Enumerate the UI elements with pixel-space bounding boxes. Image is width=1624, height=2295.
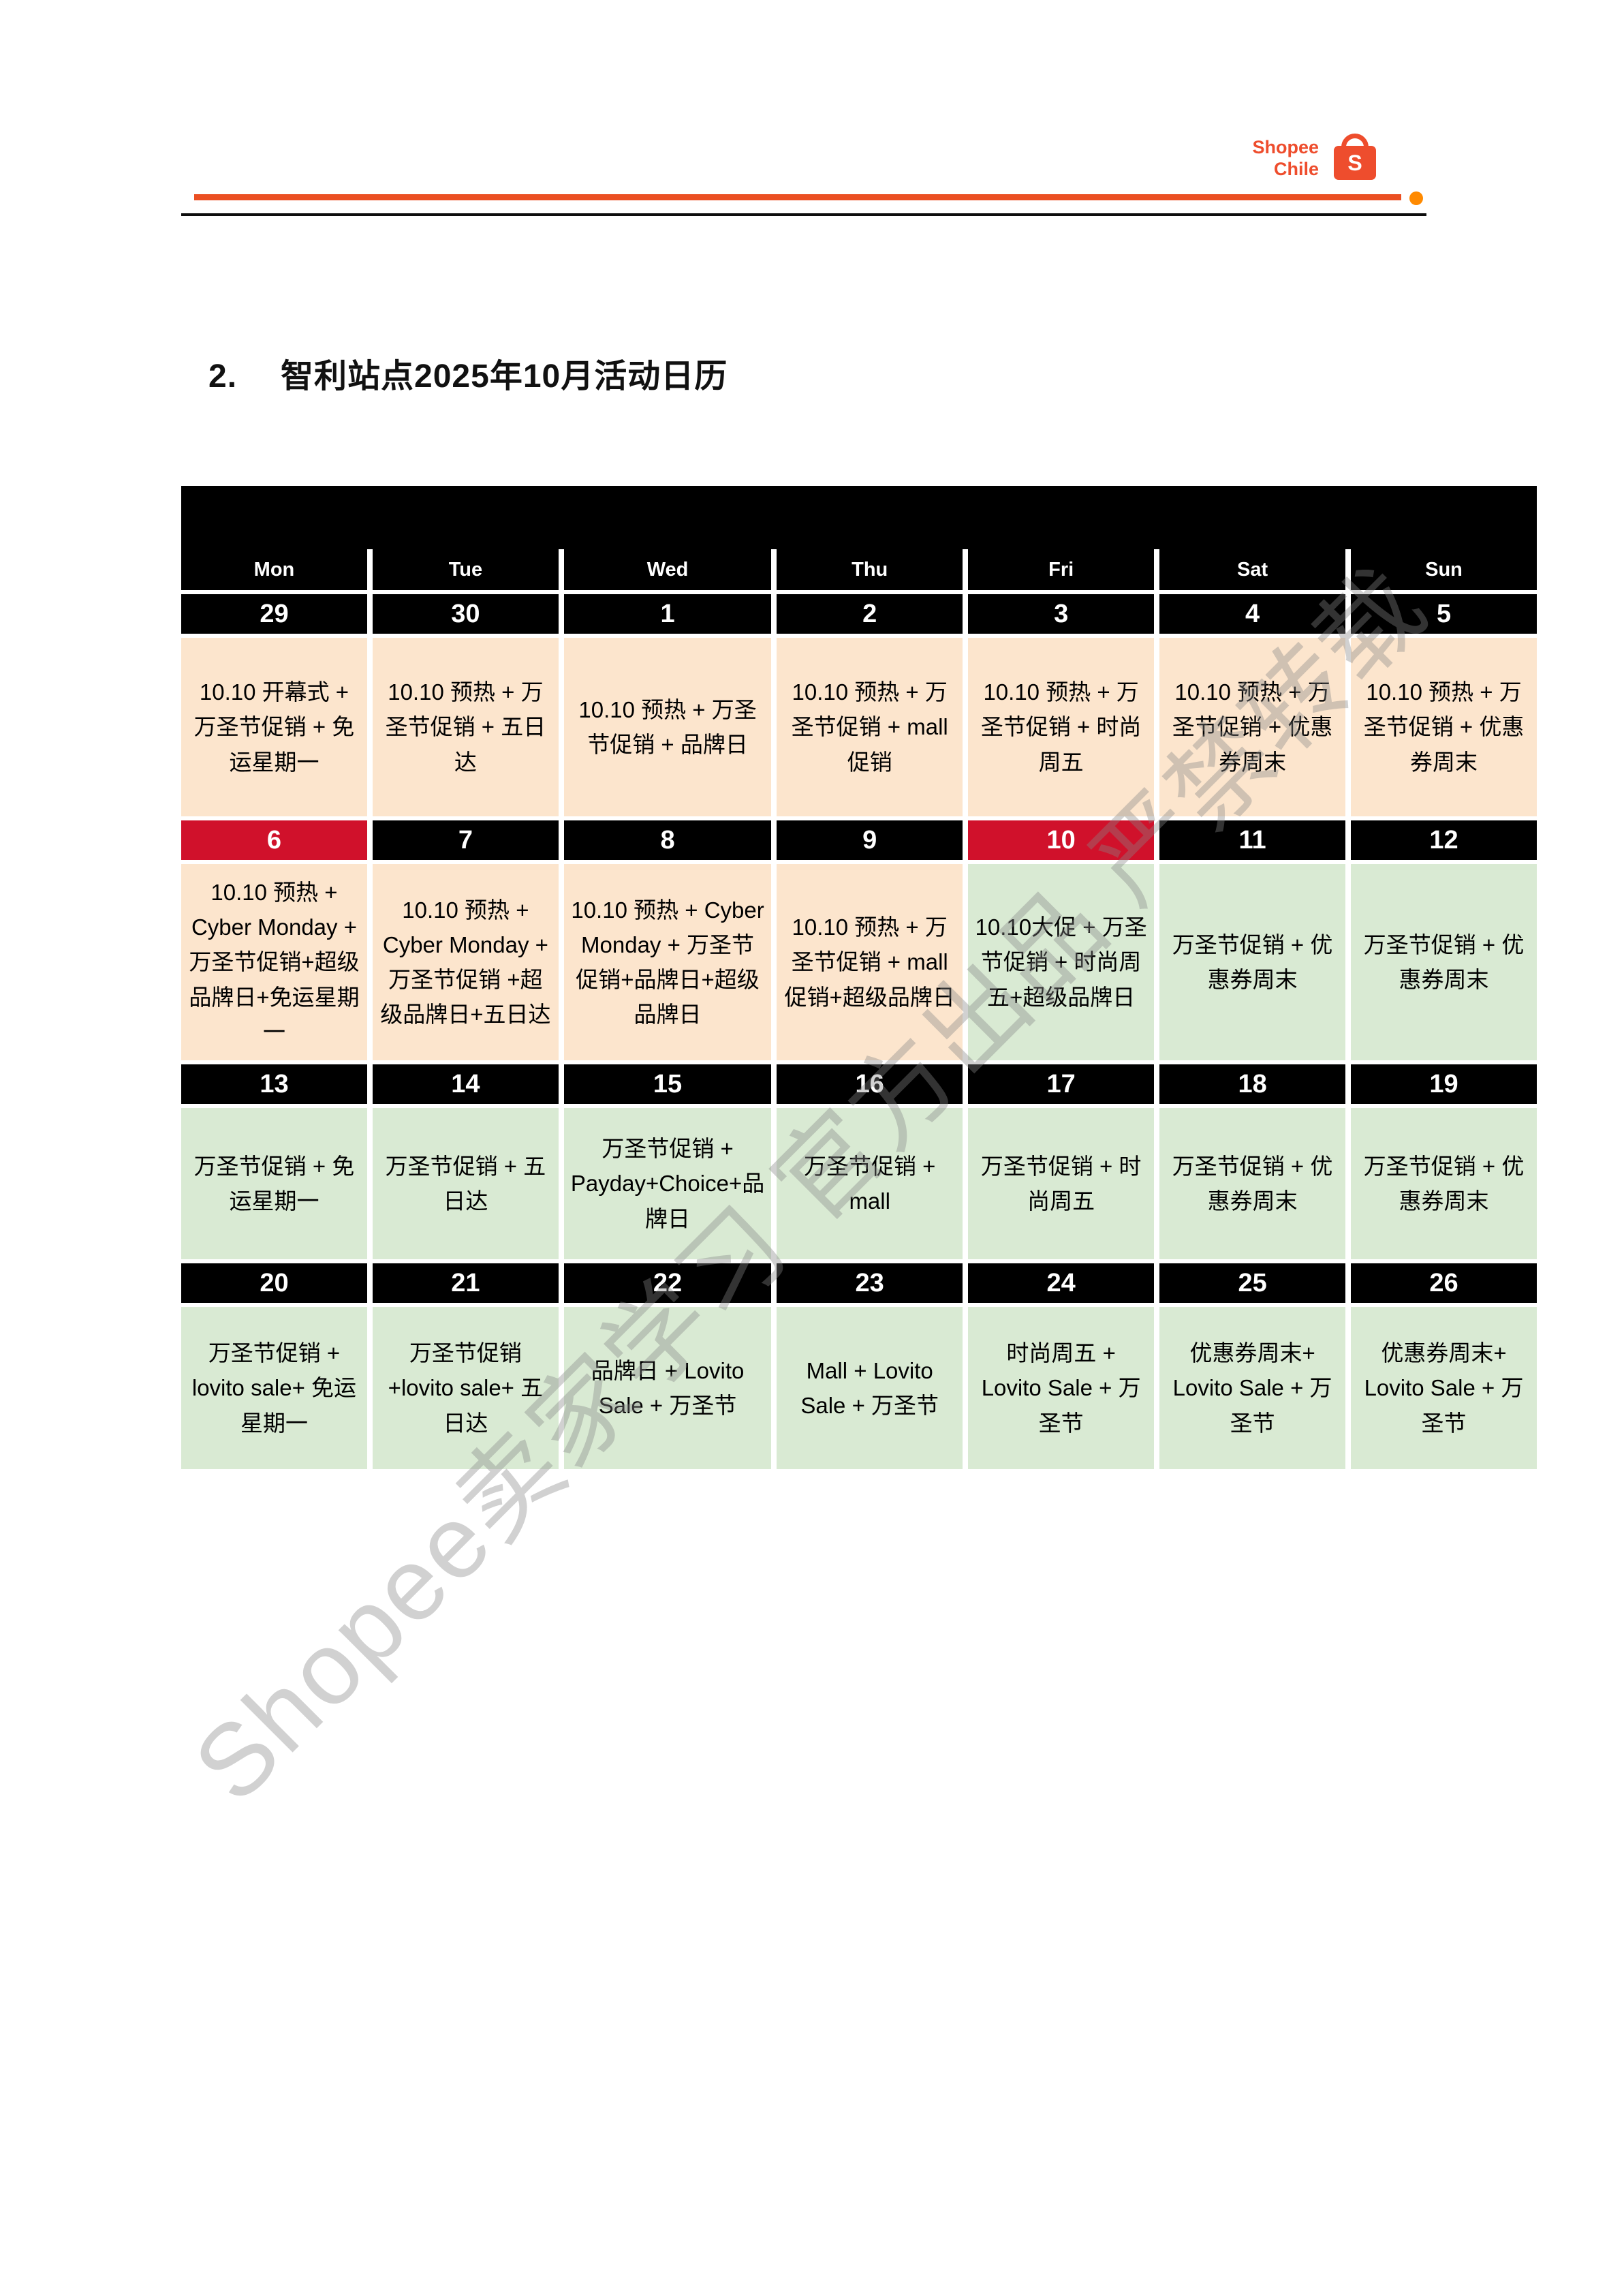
day-header-thu: Thu [777,549,963,590]
date-cell: 9 [777,820,963,860]
date-cell: 21 [372,1263,559,1303]
shopee-chile-logo: Shopee Chile S [1199,134,1376,181]
event-cell: 10.10 预热 + 万圣节促销 + 品牌日 [563,638,772,816]
orange-divider-dot [1409,191,1423,205]
event-cell: 品牌日 + Lovito Sale + 万圣节 [563,1307,772,1469]
section-title: 2. 智利站点2025年10月活动日历 [208,349,728,397]
orange-divider-line [194,194,1401,200]
event-cell: 10.10 预热 + Cyber Monday + 万圣节促销 +超级品牌日+五… [372,864,559,1060]
event-cell: 10.10 预热 + 万圣节促销 + mall促销 [777,638,963,816]
date-cell: 24 [968,1263,1155,1303]
date-cell: 18 [1159,1064,1346,1104]
date-cell: 17 [968,1064,1155,1104]
brand-line2: Chile [1273,159,1319,180]
date-cell: 20 [181,1263,367,1303]
event-cell: 万圣节促销 + 优惠券周末 [1159,864,1346,1060]
bag-letter: S [1347,150,1362,175]
date-cell: 6 [181,820,367,860]
day-header-wed: Wed [563,549,772,590]
date-cell: 11 [1159,820,1346,860]
event-cell: 万圣节促销 + lovito sale+ 免运星期一 [181,1307,367,1469]
date-cell: 23 [777,1263,963,1303]
event-cell: 万圣节促销 + 优惠券周末 [1351,864,1537,1060]
date-cell: 8 [563,820,772,860]
day-header-sat: Sat [1159,549,1346,590]
black-divider-line [181,213,1426,216]
date-cell: 25 [1159,1263,1346,1303]
date-cell: 12 [1351,820,1537,860]
event-cell: 10.10 开幕式 + 万圣节促销 + 免运星期一 [181,638,367,816]
calendar-title-band [181,486,1537,549]
event-cell: 万圣节促销 +lovito sale+ 五日达 [372,1307,559,1469]
date-cell: 13 [181,1064,367,1104]
event-cell: 10.10 预热 + Cyber Monday + 万圣节促销+超级品牌日+免运… [181,864,367,1060]
event-cell: 优惠券周末+ Lovito Sale + 万圣节 [1351,1307,1537,1469]
date-cell: 1 [563,594,772,634]
brand-line1: Shopee [1252,137,1319,157]
date-cell: 5 [1351,594,1537,634]
date-cell: 15 [563,1064,772,1104]
event-cell: 万圣节促销 + Payday+Choice+品牌日 [563,1108,772,1259]
date-cell: 10 [968,820,1155,860]
calendar-grid: Mon Tue Wed Thu Fri Sat Sun 29 30 1 2 3 … [181,549,1537,1469]
date-cell: 16 [777,1064,963,1104]
event-cell: Mall + Lovito Sale + 万圣节 [777,1307,963,1469]
date-cell: 3 [968,594,1155,634]
bag-body-icon: S [1334,146,1376,181]
shopee-bag-icon: S [1334,134,1376,181]
event-cell: 万圣节促销 + 优惠券周末 [1351,1108,1537,1259]
event-cell: 10.10 预热 + Cyber Monday + 万圣节促销+品牌日+超级品牌… [563,864,772,1060]
date-cell: 22 [563,1263,772,1303]
date-cell: 30 [372,594,559,634]
section-title-text: 智利站点2025年10月活动日历 [281,358,728,395]
date-cell: 19 [1351,1064,1537,1104]
date-cell: 26 [1351,1263,1537,1303]
event-cell: 万圣节促销 + 免运星期一 [181,1108,367,1259]
event-cell: 10.10 预热 + 万圣节促销 + 时尚周五 [968,638,1155,816]
event-cell: 10.10 预热 + 万圣节促销 + 优惠券周末 [1351,638,1537,816]
event-cell: 10.10 预热 + 万圣节促销 + 五日达 [372,638,559,816]
day-header-mon: Mon [181,549,367,590]
date-cell: 2 [777,594,963,634]
day-header-tue: Tue [372,549,559,590]
event-cell: 10.10 预热 + 万圣节促销 + mall促销+超级品牌日 [777,864,963,1060]
day-header-sun: Sun [1351,549,1537,590]
event-cell: 10.10 预热 + 万圣节促销 + 优惠券周末 [1159,638,1346,816]
event-cell: 优惠券周末+ Lovito Sale + 万圣节 [1159,1307,1346,1469]
event-cell: 万圣节促销 + 时尚周五 [968,1108,1155,1259]
date-cell: 14 [372,1064,559,1104]
activity-calendar: Mon Tue Wed Thu Fri Sat Sun 29 30 1 2 3 … [181,486,1537,1469]
brand-name: Shopee Chile [1252,136,1319,181]
day-header-fri: Fri [968,549,1155,590]
date-cell: 29 [181,594,367,634]
event-cell: 时尚周五 + Lovito Sale + 万圣节 [968,1307,1155,1469]
event-cell: 万圣节促销 + mall [777,1108,963,1259]
event-cell: 10.10大促 + 万圣节促销 + 时尚周五+超级品牌日 [968,864,1155,1060]
event-cell: 万圣节促销 + 优惠券周末 [1159,1108,1346,1259]
date-cell: 4 [1159,594,1346,634]
date-cell: 7 [372,820,559,860]
event-cell: 万圣节促销 + 五日达 [372,1108,559,1259]
section-number: 2. [208,358,238,395]
